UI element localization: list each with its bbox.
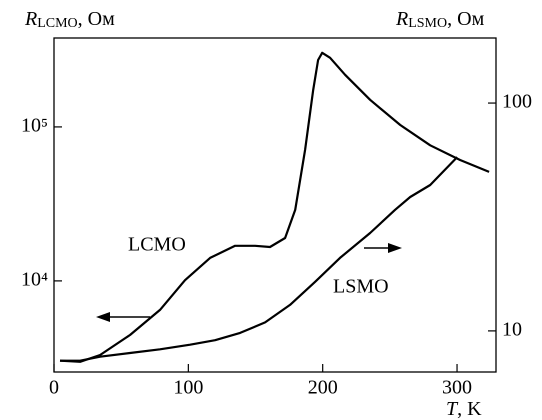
- y-axis-label: RLCMO, Ом: [24, 8, 115, 32]
- y2-tick-label: 100: [502, 91, 532, 113]
- series-annotation: LCMO: [128, 234, 186, 256]
- y2-tick-label: 10: [502, 318, 522, 340]
- x-tick-label: 200: [308, 377, 338, 399]
- x-tick-label: 0: [49, 377, 59, 399]
- series-annotation: LSMO: [333, 276, 389, 298]
- x-tick-label: 300: [442, 377, 472, 399]
- x-label-symbol: T: [446, 398, 459, 420]
- y-label-subscript: LCMO: [37, 16, 77, 31]
- y-label-unit: , Ом: [78, 8, 115, 30]
- arrow-right: [364, 243, 402, 253]
- y-label-symbol: R: [24, 8, 37, 30]
- y-tick-label: 10⁴: [21, 268, 48, 290]
- x-tick-label: 100: [173, 377, 203, 399]
- y2-label-subscript: LSMO: [408, 16, 447, 31]
- y2-label-symbol: R: [395, 8, 408, 30]
- y2-label-unit: , Ом: [447, 8, 484, 30]
- arrow-left: [96, 312, 150, 322]
- series-line: [59, 51, 490, 363]
- series-line: [60, 156, 458, 362]
- y2-axis-label: RLSMO, Ом: [395, 8, 485, 32]
- x-label-unit: , K: [457, 398, 482, 420]
- x-axis-label: T, K: [446, 398, 482, 420]
- y-tick-label: 10⁵: [21, 115, 48, 137]
- plot-frame: [53, 37, 497, 373]
